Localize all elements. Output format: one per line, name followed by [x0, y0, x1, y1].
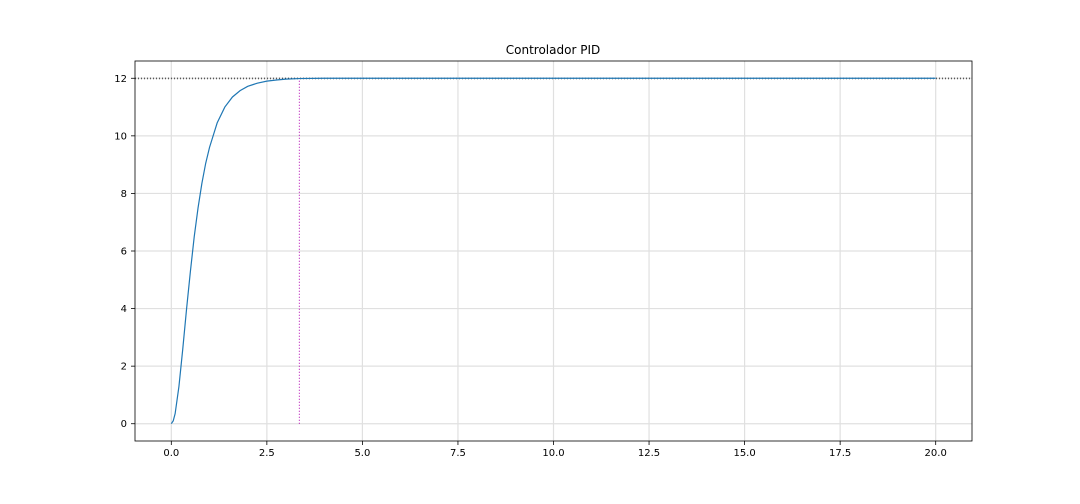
y-tick-label: 8	[121, 189, 127, 200]
y-tick-label: 2	[121, 362, 127, 373]
x-tick-label: 5.0	[354, 448, 370, 459]
y-tick-label: 6	[121, 247, 127, 258]
x-tick-label: 15.0	[733, 448, 755, 459]
x-tick-label: 12.5	[638, 448, 660, 459]
x-tick-label: 20.0	[925, 448, 947, 459]
x-tick-label: 2.5	[259, 448, 275, 459]
series-line	[170, 77, 936, 425]
series-layer	[170, 77, 936, 425]
y-tick-label: 10	[114, 131, 127, 142]
x-tick-label: 7.5	[450, 448, 466, 459]
y-ticks: 0 2 4 6 8 10 12	[114, 74, 135, 430]
y-tick-label: 12	[114, 74, 127, 85]
reference-lines	[135, 77, 972, 424]
grid	[135, 61, 972, 441]
y-tick-label: 4	[121, 304, 127, 315]
x-ticks: 0.0 2.5 5.0 7.5 10.0 12.5 15.0 17.5 20.0	[163, 441, 947, 459]
chart-title: Controlador PID	[506, 43, 600, 57]
x-tick-label: 17.5	[829, 448, 851, 459]
x-tick-label: 10.0	[542, 448, 564, 459]
y-tick-label: 0	[121, 419, 127, 430]
x-tick-label: 0.0	[163, 448, 179, 459]
